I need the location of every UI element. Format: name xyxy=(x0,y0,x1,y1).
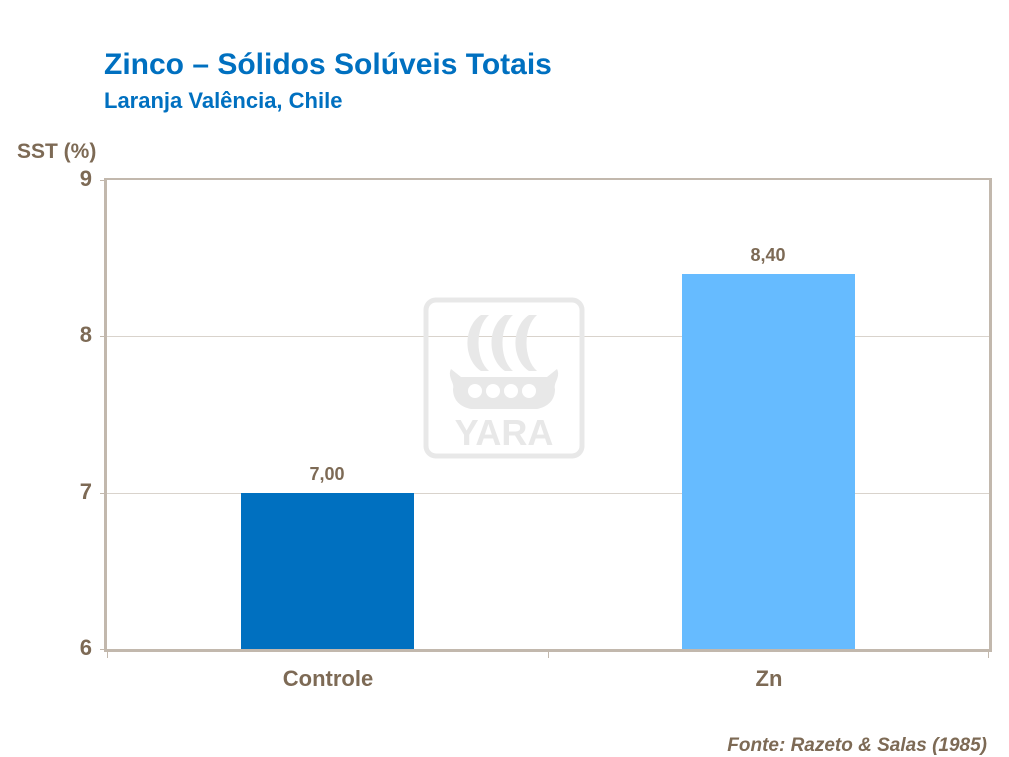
y-tick-mark xyxy=(100,180,106,181)
x-tick-mark xyxy=(988,651,989,658)
plot-area xyxy=(104,178,992,652)
x-tick-mark xyxy=(107,651,108,658)
value-label-zn: 8,40 xyxy=(750,245,786,265)
x-label-controle: Controle xyxy=(282,666,374,691)
source-citation: Fonte: Razeto & Salas (1985) xyxy=(727,735,987,756)
gridline-7 xyxy=(107,493,989,494)
x-label-zn: Zn xyxy=(755,666,783,691)
y-tick-mark xyxy=(100,493,106,494)
bar-controle xyxy=(241,493,414,649)
y-tick-mark xyxy=(100,336,106,337)
chart-title: Zinco – Sólidos Solúveis Totais xyxy=(104,48,552,81)
value-label-controle: 7,00 xyxy=(309,464,345,484)
y-tick-mark xyxy=(100,649,106,650)
x-tick-mark xyxy=(548,651,549,658)
y-tick-6: 6 xyxy=(79,635,92,660)
gridline-8 xyxy=(107,336,989,337)
bar-zn xyxy=(682,274,855,649)
yara-logo-watermark: YARA xyxy=(423,297,585,459)
y-tick-9: 9 xyxy=(79,166,92,191)
chart-subtitle: Laranja Valência, Chile xyxy=(104,88,343,113)
y-tick-8: 8 xyxy=(79,322,92,347)
y-tick-7: 7 xyxy=(79,479,92,504)
y-axis-label: SST (%) xyxy=(17,140,97,163)
yara-watermark-text: YARA xyxy=(455,412,554,453)
